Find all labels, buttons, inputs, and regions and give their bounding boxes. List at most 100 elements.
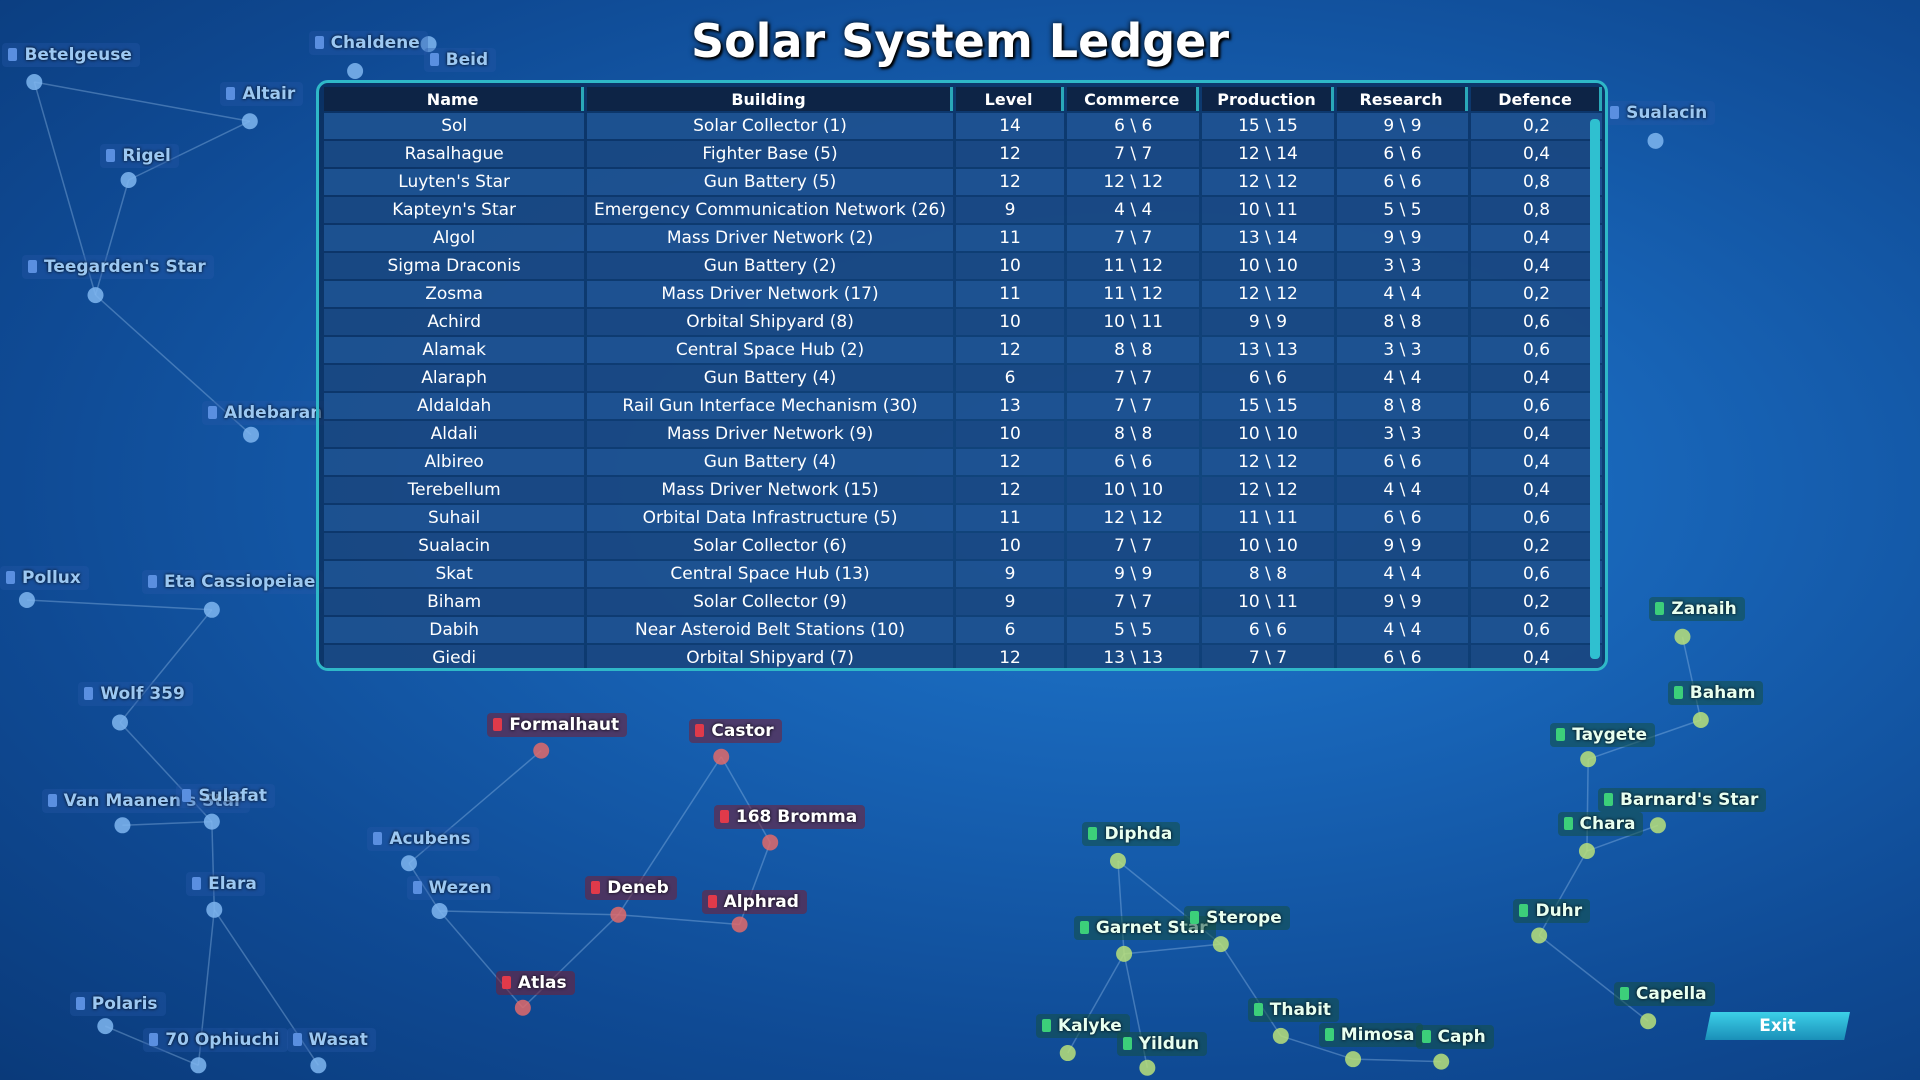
star-label[interactable]: Barnard's Star <box>1597 787 1767 812</box>
ledger-cell: 0,6 <box>1471 561 1602 587</box>
star-label[interactable]: Garnet Star <box>1073 916 1216 941</box>
star-label[interactable]: Taygete <box>1550 722 1655 747</box>
ledger-cell: 12 \ 12 <box>1202 477 1334 503</box>
star-dot <box>1531 927 1548 944</box>
star-dot <box>203 813 220 830</box>
star-label[interactable]: Kalyke <box>1035 1014 1130 1039</box>
ledger-cell: 6 \ 6 <box>1067 113 1200 139</box>
ledger-cell: 6 \ 6 <box>1336 169 1469 195</box>
exit-button[interactable]: Exit <box>1705 1012 1850 1040</box>
ledger-cell: 7 \ 7 <box>1067 589 1200 615</box>
star-label[interactable]: Polaris <box>69 992 166 1017</box>
ledger-cell: 12 \ 12 <box>1067 169 1200 195</box>
star-lane <box>33 81 97 296</box>
star-lane <box>128 120 251 181</box>
ledger-cell: 4 \ 4 <box>1336 477 1469 503</box>
star-label[interactable]: Alphrad <box>701 890 807 915</box>
star-label[interactable]: Capella <box>1613 982 1715 1007</box>
ledger-cell: 0,2 <box>1471 533 1602 559</box>
star-label[interactable]: Baham <box>1667 681 1764 706</box>
ledger-cell: Terebellum <box>324 477 585 503</box>
star-label[interactable]: Duhr <box>1513 899 1591 924</box>
star-dot <box>1345 1051 1362 1068</box>
star-label[interactable]: Van Maanen's Star <box>41 788 251 813</box>
star-lane <box>95 294 252 436</box>
star-label[interactable]: Beid <box>423 48 497 72</box>
ledger-row: Albireo Gun Battery (4) 12 6 \ 6 12 \ 12 6 \ … <box>324 449 1602 475</box>
star-label[interactable]: Acubens <box>367 826 479 851</box>
star-label[interactable]: Wolf 359 <box>78 682 193 707</box>
ledger-cell: 0,4 <box>1471 365 1602 391</box>
ledger-cell: Rasalhague <box>324 141 585 167</box>
star-label[interactable]: Eta Cassiopeiae <box>142 569 324 594</box>
ledger-cell: 10 \ 11 <box>1202 589 1334 615</box>
star-label[interactable]: Mimosa <box>1318 1022 1423 1047</box>
column-header: Level <box>955 87 1065 111</box>
ledger-cell: 7 \ 7 <box>1067 225 1200 251</box>
ledger-cell: 3 \ 3 <box>1336 253 1469 279</box>
ledger-cell: 0,8 <box>1471 169 1602 195</box>
star-lane <box>1538 934 1649 1022</box>
star-label[interactable]: 70 Ophiuchi <box>143 1027 288 1052</box>
ledger-row: Sigma Draconis Gun Battery (2) 10 11 \ 12 10… <box>324 253 1602 279</box>
ledger-cell: 11 <box>955 505 1065 531</box>
ledger-cell: Dabih <box>324 617 585 643</box>
star-lane <box>1353 1058 1442 1063</box>
star-label[interactable]: Castor <box>689 719 782 744</box>
ledger-cell: 0,4 <box>1471 449 1602 475</box>
star-label[interactable]: Diphda <box>1082 821 1181 846</box>
star-label[interactable]: Sualacin <box>1604 100 1716 125</box>
star-label[interactable]: Wezen <box>406 875 500 900</box>
ledger-cell: 6 <box>955 617 1065 643</box>
star-label[interactable]: Aldebaran <box>202 400 331 425</box>
ledger-cell: Near Asteroid Belt Stations (10) <box>587 617 953 643</box>
ledger-cell: 12 \ 14 <box>1202 141 1334 167</box>
ledger-cell: Solar Collector (1) <box>587 113 953 139</box>
star-label[interactable]: Elara <box>186 872 265 897</box>
star-label[interactable]: Yildun <box>1116 1032 1208 1057</box>
star-label[interactable]: Pollux <box>0 565 89 590</box>
star-label[interactable]: Formalhaut <box>487 712 628 737</box>
ledger-cell: 13 \ 13 <box>1067 645 1200 668</box>
star-dot <box>87 287 104 304</box>
ledger-cell: 0,6 <box>1471 309 1602 335</box>
ledger-cell: 0,6 <box>1471 617 1602 643</box>
star-label[interactable]: Teegarden's Star <box>22 254 214 279</box>
star-label[interactable]: Thabit <box>1247 998 1340 1023</box>
star-label[interactable]: Betelgeuse <box>2 43 140 68</box>
star-label[interactable]: Zanaih <box>1649 596 1745 621</box>
star-label[interactable]: Caph <box>1415 1025 1494 1050</box>
ledger-cell: 5 \ 5 <box>1336 197 1469 223</box>
star-dot <box>206 901 223 918</box>
ledger-row: Sualacin Solar Collector (6) 10 7 \ 7 10 \ 1… <box>324 533 1602 559</box>
star-label[interactable]: Chara <box>1557 812 1644 837</box>
star-label[interactable]: Rigel <box>100 143 179 168</box>
ledger-cell: 7 \ 7 <box>1202 645 1334 668</box>
ledger-cell: 6 \ 6 <box>1336 645 1469 668</box>
star-dot <box>190 1057 207 1074</box>
ledger-cell: 10 \ 10 <box>1067 477 1200 503</box>
star-dot <box>1647 132 1664 149</box>
star-label[interactable]: Sulafat <box>176 783 275 808</box>
ledger-cell: 0,4 <box>1471 141 1602 167</box>
star-label[interactable]: Sterope <box>1184 906 1290 931</box>
ledger-cell: 12 \ 12 <box>1067 505 1200 531</box>
star-label[interactable]: Deneb <box>585 875 677 900</box>
star-dot <box>1212 936 1229 953</box>
star-label[interactable]: 168 Bromma <box>713 804 866 829</box>
ledger-cell: 6 <box>955 365 1065 391</box>
star-label[interactable]: Atlas <box>495 971 575 996</box>
ledger-cell: 8 \ 8 <box>1202 561 1334 587</box>
ledger-cell: Luyten's Star <box>324 169 585 195</box>
ledger-cell: 9 <box>955 589 1065 615</box>
star-label[interactable]: Wasat <box>286 1027 376 1052</box>
star-dot <box>114 817 131 834</box>
scrollbar[interactable] <box>1590 119 1600 659</box>
star-dot <box>1059 1045 1076 1062</box>
star-lane <box>122 820 212 827</box>
star-dot <box>1116 945 1133 962</box>
star-label[interactable]: Chaldene <box>308 30 428 55</box>
star-label[interactable]: Altair <box>220 82 304 107</box>
star-lane <box>720 756 771 843</box>
